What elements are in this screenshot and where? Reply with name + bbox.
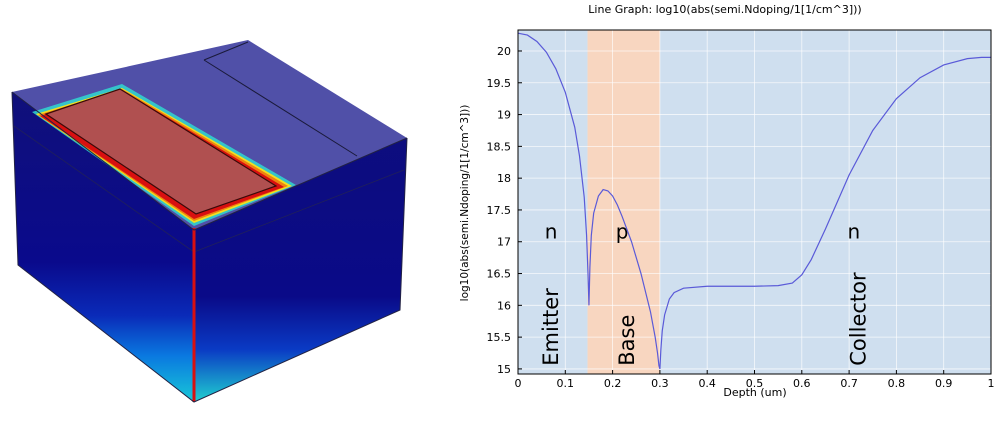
y-tick-label: 18 — [497, 172, 511, 185]
y-axis-label: log10(abs(semi.Ndoping/1[1/cm^3])) — [459, 105, 471, 302]
y-tick-label: 19.5 — [487, 77, 512, 90]
x-tick-label: 0.5 — [746, 377, 764, 390]
series-line-0 — [517, 32, 991, 370]
annotation-p: p — [616, 220, 629, 244]
x-tick-label: 0.8 — [888, 377, 906, 390]
plot-frame — [517, 29, 992, 375]
x-tick-label: 0.2 — [604, 377, 622, 390]
y-tick-label: 17 — [497, 236, 511, 249]
annotation-collector: Collector — [847, 272, 871, 366]
annotation-base: Base — [615, 315, 639, 366]
x-tick-label: 1 — [988, 377, 995, 390]
emitter-contact — [44, 88, 278, 215]
x-tick-label: 0.6 — [793, 377, 811, 390]
region-band-2 — [659, 30, 991, 374]
x-tick-label: 0.3 — [651, 377, 669, 390]
x-tick-label: 0.4 — [698, 377, 716, 390]
device-3d-illustration — [11, 40, 408, 403]
annotation-emitter: Emitter — [539, 288, 563, 366]
y-tick-label: 18.5 — [487, 140, 512, 153]
y-tick-label: 17.5 — [487, 204, 512, 217]
device-right-face — [194, 138, 407, 402]
annotation-n: n — [545, 220, 558, 244]
y-tick-label: 16 — [497, 299, 511, 312]
y-tick-label: 16.5 — [487, 268, 512, 281]
y-tick-label: 19 — [497, 109, 511, 122]
device-3d-render — [0, 0, 440, 421]
x-tick-label: 0.9 — [935, 377, 953, 390]
x-tick-label: 0.1 — [557, 377, 575, 390]
doping-profile-chart: Line Graph: log10(abs(semi.Ndoping/1[1/c… — [440, 0, 1000, 421]
x-axis-label: Depth (um) — [723, 386, 786, 399]
chart-title: Line Graph: log10(abs(semi.Ndoping/1[1/c… — [588, 3, 861, 16]
chart-svg: Line Graph: log10(abs(semi.Ndoping/1[1/c… — [459, 3, 995, 399]
device-left-face — [12, 92, 194, 402]
region-band-0 — [518, 30, 588, 374]
x-tick-label: 0 — [515, 377, 522, 390]
x-tick-label: 0.7 — [840, 377, 858, 390]
region-band-1 — [587, 30, 660, 374]
y-tick-label: 20 — [497, 45, 511, 58]
y-tick-label: 15.5 — [487, 331, 512, 344]
y-tick-label: 15 — [497, 363, 511, 376]
annotation-n: n — [847, 220, 860, 244]
